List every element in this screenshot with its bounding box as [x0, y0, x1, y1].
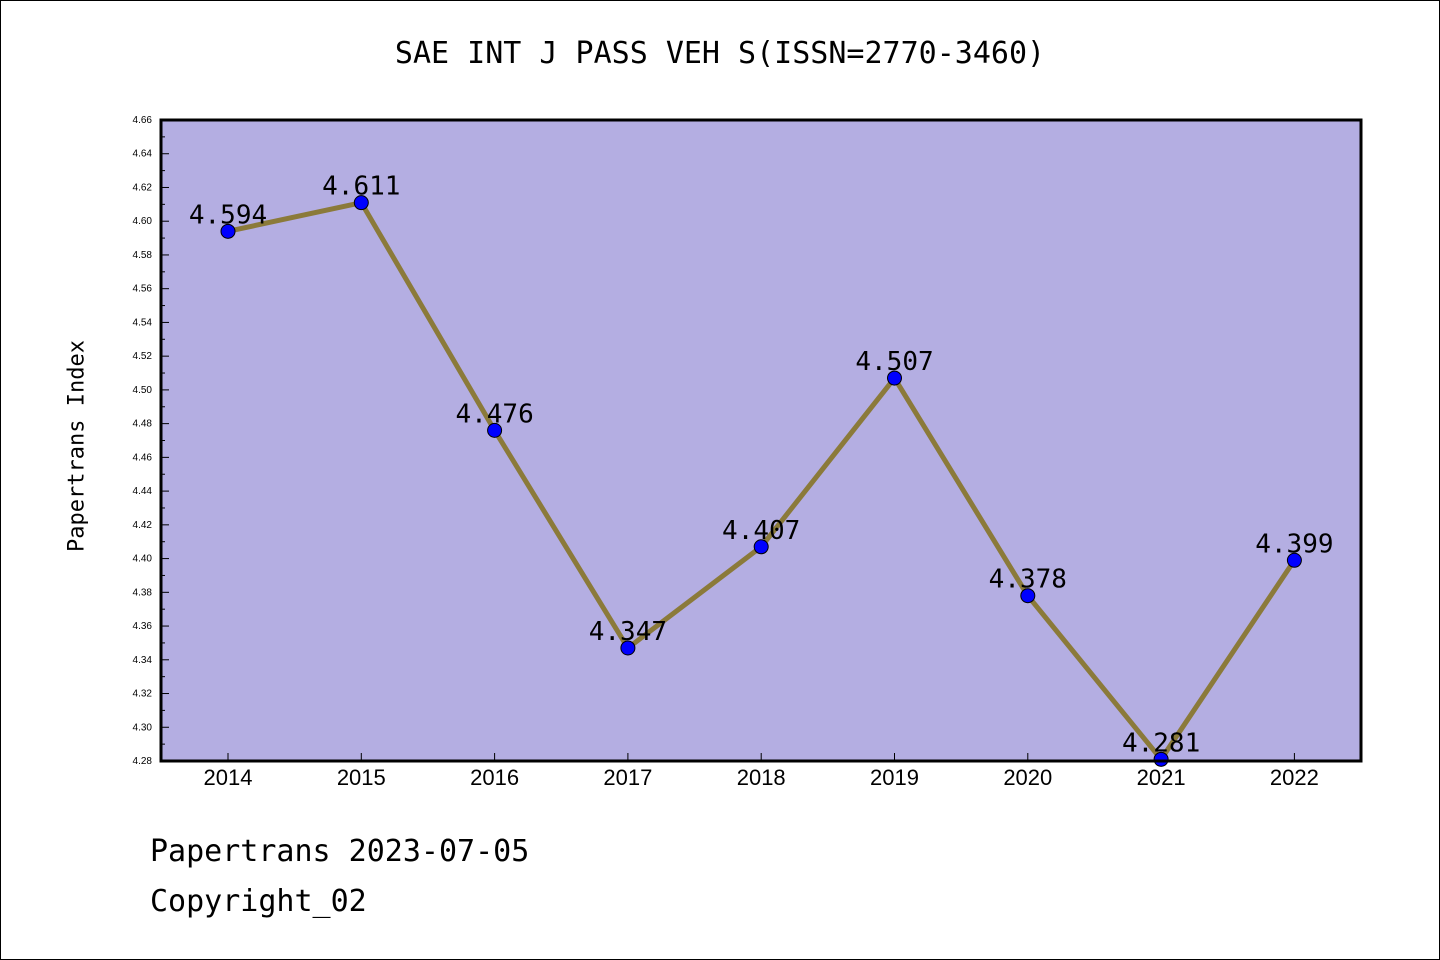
y-tick-label: 4.40 [133, 554, 153, 565]
data-point [220, 223, 236, 239]
footer-date: Papertrans 2023-07-05 [150, 834, 530, 869]
y-tick-label: 4.32 [133, 689, 153, 700]
data-label: 4.347 [589, 617, 667, 647]
data-point [1153, 751, 1169, 767]
x-tick-label: 2019 [870, 765, 919, 790]
y-tick-label: 4.56 [133, 284, 153, 295]
y-tick-label: 4.28 [133, 756, 153, 767]
chart-title: SAE INT J PASS VEH S(ISSN=2770-3460) [394, 36, 1046, 71]
data-point [1020, 588, 1036, 604]
y-tick-label: 4.54 [133, 317, 153, 328]
y-tick-label: 4.60 [133, 216, 153, 227]
x-tick-label: 2018 [737, 765, 786, 790]
y-tick-label: 4.38 [133, 587, 153, 598]
data-label: 4.281 [1122, 728, 1200, 758]
x-tick-label: 2020 [1003, 765, 1052, 790]
data-point [353, 195, 369, 211]
data-point [753, 539, 769, 555]
x-tick-label: 2021 [1137, 765, 1186, 790]
y-tick-label: 4.34 [133, 655, 153, 666]
y-tick-label: 4.66 [133, 115, 153, 126]
y-tick-label: 4.30 [133, 722, 153, 733]
x-tick-label: 2016 [470, 765, 519, 790]
x-tick-label: 2017 [603, 765, 652, 790]
data-label: 4.407 [722, 516, 800, 546]
data-label: 4.399 [1255, 529, 1333, 559]
y-tick-label: 4.50 [133, 385, 153, 396]
data-label: 4.594 [189, 200, 267, 230]
data-label: 4.476 [455, 399, 533, 429]
data-label: 4.611 [322, 172, 400, 202]
y-tick-label: 4.58 [133, 250, 153, 261]
footer-copyright: Copyright_02 [150, 884, 367, 919]
data-point [620, 640, 636, 656]
y-tick-label: 4.42 [133, 520, 153, 531]
x-tick-label: 2014 [204, 765, 253, 790]
y-tick-label: 4.62 [133, 182, 153, 193]
y-tick-label: 4.48 [133, 419, 153, 430]
x-tick-label: 2022 [1270, 765, 1319, 790]
data-point [487, 422, 503, 438]
y-tick-label: 4.46 [133, 452, 153, 463]
y-tick-label: 4.52 [133, 351, 153, 362]
y-tick-label: 4.36 [133, 621, 153, 632]
data-point [1286, 552, 1302, 568]
data-label: 4.378 [989, 565, 1067, 595]
y-tick-label: 4.44 [133, 486, 153, 497]
data-label: 4.507 [855, 347, 933, 377]
x-tick-label: 2015 [337, 765, 386, 790]
data-point [887, 370, 902, 386]
plot-area [161, 120, 1361, 761]
y-tick-label: 4.64 [133, 149, 153, 160]
plot-border [159, 118, 1363, 763]
